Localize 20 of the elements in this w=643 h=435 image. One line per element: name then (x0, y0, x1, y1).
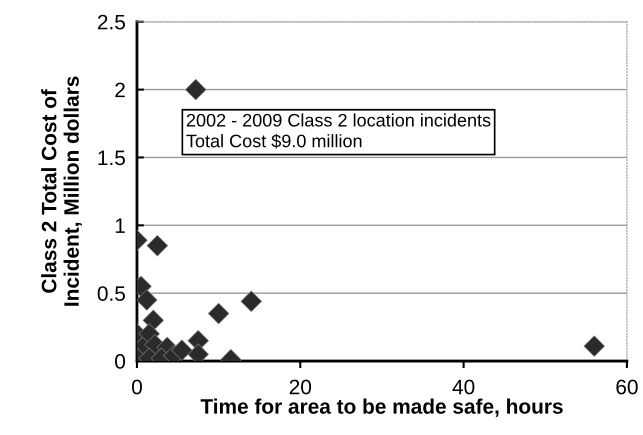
annotation: 2002 - 2009 Class 2 location incidents Total Cost $9.0 million (186, 113, 490, 148)
x-tick-label: 20 (290, 380, 312, 394)
y-axis-title: Class 2 Total Cost of Incident, Million dollars (41, 76, 82, 306)
point (208, 302, 230, 324)
y-tick-label: 2 (115, 82, 125, 98)
y-tick-label: 1 (116, 218, 125, 233)
x-tick-label: 40 (452, 380, 474, 394)
point (171, 340, 193, 361)
point (185, 78, 206, 100)
y-tick-label: 1.5 (98, 150, 125, 166)
y-tick-label: 0 (115, 354, 126, 369)
y-tick-label: 2.5 (98, 14, 125, 30)
point (584, 335, 605, 357)
x-tick-label: 0 (132, 380, 142, 394)
x-axis-title: Time for area to be made safe, hours (200, 398, 563, 417)
point (136, 289, 158, 311)
y-tick-label: 0.5 (98, 286, 125, 301)
point (146, 235, 168, 256)
point (240, 290, 262, 312)
x-tick-label: 60 (616, 380, 638, 394)
